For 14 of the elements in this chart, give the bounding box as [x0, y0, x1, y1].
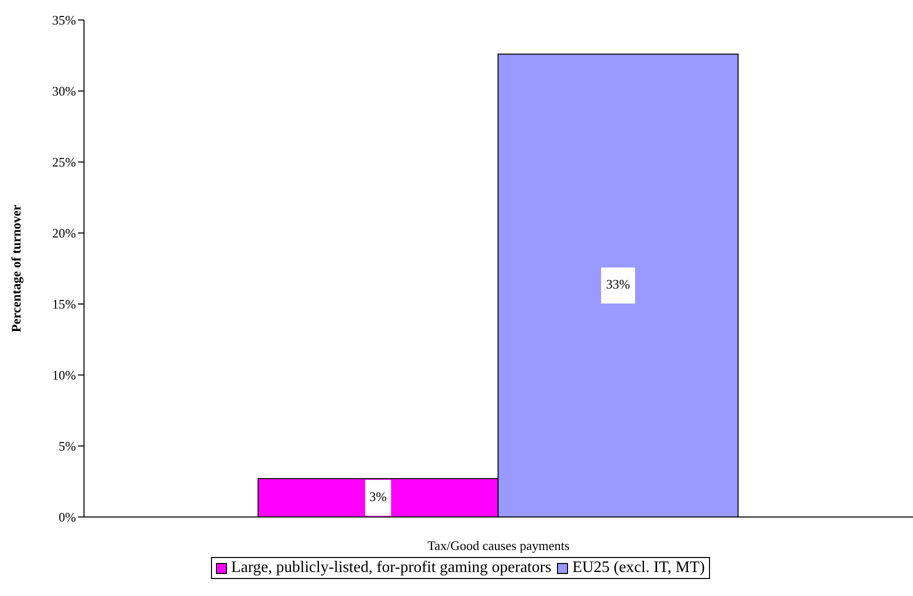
- y-tick-label: 25%: [52, 154, 76, 170]
- y-tick-label: 5%: [58, 438, 76, 454]
- y-axis-title: Percentage of turnover: [8, 204, 24, 332]
- y-tick-label: 35%: [52, 12, 76, 28]
- x-tick-label: Tax/Good causes payments: [427, 538, 570, 554]
- data-label: 33%: [606, 276, 630, 292]
- y-tick-label: 30%: [52, 84, 76, 99]
- legend-label: Large, publicly-listed, for-profit gaming operators: [230, 559, 552, 577]
- y-tick-label: 15%: [52, 296, 76, 312]
- y-tick-label: 10%: [52, 368, 76, 383]
- data-label: 3%: [369, 488, 387, 504]
- y-tick-label: 0%: [58, 510, 76, 525]
- y-tick-label: 20%: [52, 226, 76, 241]
- legend-label: EU25 (excl. IT, MT): [571, 559, 705, 577]
